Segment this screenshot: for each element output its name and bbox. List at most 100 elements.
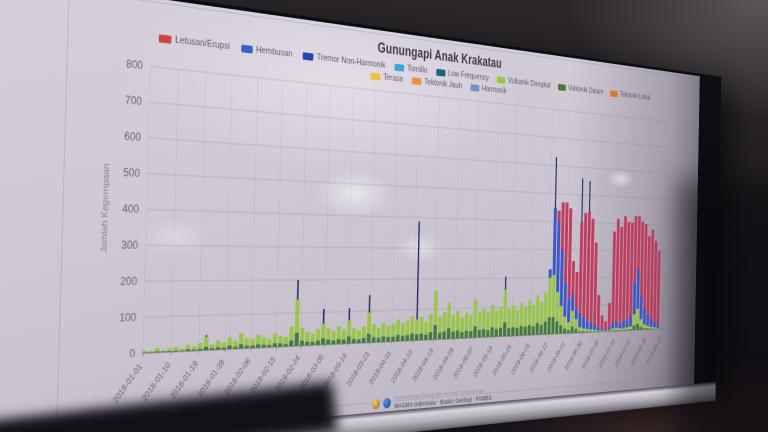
- x-tick-label: 2018-04-01: [368, 349, 393, 386]
- bar-segment-vulkanik-dalam: [635, 323, 639, 331]
- bar-segment-vulkanik-dangkal: [460, 317, 464, 333]
- bar-segment-vulkanik-dalam: [376, 337, 381, 343]
- bar-segment-vulkanik-dangkal: [278, 335, 283, 344]
- bar-segment-vulkanik-dalam: [331, 340, 336, 345]
- bar-segment-vulkanik-dalam: [289, 340, 294, 347]
- bar-segment-vulkanik-dalam: [272, 342, 277, 348]
- legend-swatch-icon: [411, 76, 422, 85]
- bar-segment-vulkanik-dalam: [539, 324, 543, 335]
- bar-segment-vulkanik-dangkal: [607, 329, 611, 331]
- bar-segment-vulkanik-dalam: [618, 330, 622, 331]
- y-tick-label: 0: [129, 347, 135, 360]
- bar-segment-vulkanik-dangkal: [447, 302, 451, 329]
- bar-segment-vulkanik-dalam: [642, 328, 646, 330]
- bar-segment-hembusan: [625, 320, 629, 328]
- bar-segment-vulkanik-dangkal: [233, 340, 238, 347]
- legend-swatch-icon: [610, 90, 618, 97]
- bar-segment-vulkanik-dangkal: [371, 324, 376, 338]
- y-tick-label: 100: [119, 311, 136, 324]
- bar-segment-vulkanik-dalam: [574, 328, 578, 334]
- legend-swatch-icon: [240, 44, 253, 54]
- bar-segment-vulkanik-dangkal: [578, 327, 582, 332]
- bar-segment-vulkanik-dalam: [543, 321, 547, 335]
- bar-segment-vulkanik-dangkal: [351, 327, 356, 339]
- bar-segment-vulkanik-dangkal: [611, 328, 615, 331]
- bar-segment-vulkanik-dalam: [419, 333, 424, 341]
- bar-segment-vulkanik-dalam: [535, 322, 539, 335]
- bar-segment-vulkanik-dalam: [460, 331, 464, 339]
- bar-segment-vulkanik-dalam: [481, 328, 486, 338]
- bar-segment-hembusan: [636, 269, 640, 309]
- bar-segment-vulkanik-dalam: [305, 341, 310, 346]
- bar-segment-vulkanik-dalam: [346, 336, 351, 344]
- legend-swatch-icon: [394, 63, 405, 72]
- bar-segment-hembusan: [618, 323, 622, 329]
- bar-segment-hembusan: [578, 313, 582, 328]
- bar-segment-vulkanik-dangkal: [437, 316, 442, 333]
- bar-segment-hembusan: [649, 318, 653, 327]
- bar-segment-vulkanik-dalam: [511, 326, 515, 336]
- bar-segment-vulkanik-dangkal: [160, 349, 166, 352]
- bar-segment-vulkanik-dalam: [381, 336, 386, 343]
- bar-segment-vulkanik-dangkal: [629, 326, 632, 330]
- bar-segment-vulkanik-dangkal: [326, 328, 331, 340]
- bar-segment-vulkanik-dalam: [215, 346, 221, 350]
- bar-segment-vulkanik-dalam: [321, 338, 326, 345]
- legend-swatch-icon: [496, 75, 506, 84]
- bar-segment-vulkanik-dalam: [451, 331, 455, 339]
- bar-segment-vulkanik-dangkal: [477, 311, 482, 330]
- x-tick-label: 2018-03-23: [346, 350, 371, 388]
- esdm-logo-icon: [372, 398, 381, 410]
- bar-segment-tremor-non-harmonik: [205, 335, 208, 338]
- bar-segment-vulkanik-dangkal: [315, 329, 321, 341]
- bar-segment-vulkanik-dalam: [578, 331, 582, 333]
- bar-segment-vulkanik-dalam: [250, 345, 255, 349]
- y-tick-label: 800: [126, 58, 143, 73]
- bar-segment-vulkanik-dalam: [336, 338, 341, 345]
- bar-segment-vulkanik-dangkal: [653, 327, 656, 329]
- bar-segment-vulkanik-dalam: [361, 337, 366, 343]
- bar-segment-vulkanik-dalam: [278, 343, 283, 347]
- bar-segment-letusan-erupsi: [653, 240, 658, 323]
- bar-segment-hembusan: [653, 321, 656, 328]
- bar-segment-tremor-non-harmonik: [296, 279, 299, 300]
- bar-segment-tremor-non-harmonik: [504, 276, 507, 290]
- bar-segment-vulkanik-dangkal: [191, 346, 197, 350]
- bar-segment-vulkanik-dalam: [446, 327, 451, 339]
- bar-segment-vulkanik-dalam: [410, 333, 414, 341]
- bar-segment-hembusan: [600, 328, 604, 331]
- bar-segment-vulkanik-dangkal: [405, 320, 410, 336]
- bar-segment-vulkanik-dalam: [351, 338, 356, 344]
- bar-segment-vulkanik-dangkal: [341, 329, 346, 340]
- y-gridline: [150, 102, 668, 147]
- bar-segment-vulkanik-dangkal: [618, 328, 622, 331]
- bar-segment-letusan-erupsi: [633, 216, 638, 283]
- bar-segment-vulkanik-dalam: [519, 325, 523, 336]
- x-tick-label: 2018-01-10: [141, 360, 173, 403]
- legend-item-tornillo[interactable]: Tornillo: [394, 62, 427, 75]
- x-tick-label: 2018-04-10: [390, 348, 414, 385]
- magma-logo-icon: [383, 397, 392, 409]
- bar-segment-vulkanik-dangkal: [486, 312, 490, 331]
- bar-segment-vulkanik-dangkal: [346, 320, 352, 337]
- bar-segment-vulkanik-dangkal: [507, 308, 511, 329]
- bar-segment-vulkanik-dalam: [437, 332, 442, 340]
- bar-segment-vulkanik-dangkal: [272, 333, 278, 344]
- bar-segment-vulkanik-dangkal: [321, 323, 326, 339]
- bar-segment-vulkanik-dangkal: [250, 339, 255, 346]
- bar-segment-vulkanik-dalam: [632, 325, 636, 331]
- bar-segment-vulkanik-dalam: [255, 343, 261, 348]
- bar-segment-tremor-non-harmonik: [589, 181, 591, 212]
- bar-segment-vulkanik-dangkal: [636, 308, 640, 324]
- bar-segment-vulkanik-dangkal: [261, 337, 267, 345]
- bar-segment-vulkanik-dangkal: [185, 344, 191, 350]
- legend-swatch-icon: [470, 83, 480, 92]
- y-tick-label: 700: [125, 94, 142, 108]
- legend-swatch-icon: [302, 51, 314, 61]
- bar-segment-vulkanik-dangkal: [410, 315, 415, 334]
- bar-segment-vulkanik-dalam: [455, 330, 460, 339]
- bar-segment-vulkanik-dangkal: [366, 312, 372, 334]
- y-tick-label: 400: [122, 203, 139, 216]
- bar-segment-vulkanik-dalam: [395, 334, 400, 342]
- y-gridline: [148, 174, 666, 199]
